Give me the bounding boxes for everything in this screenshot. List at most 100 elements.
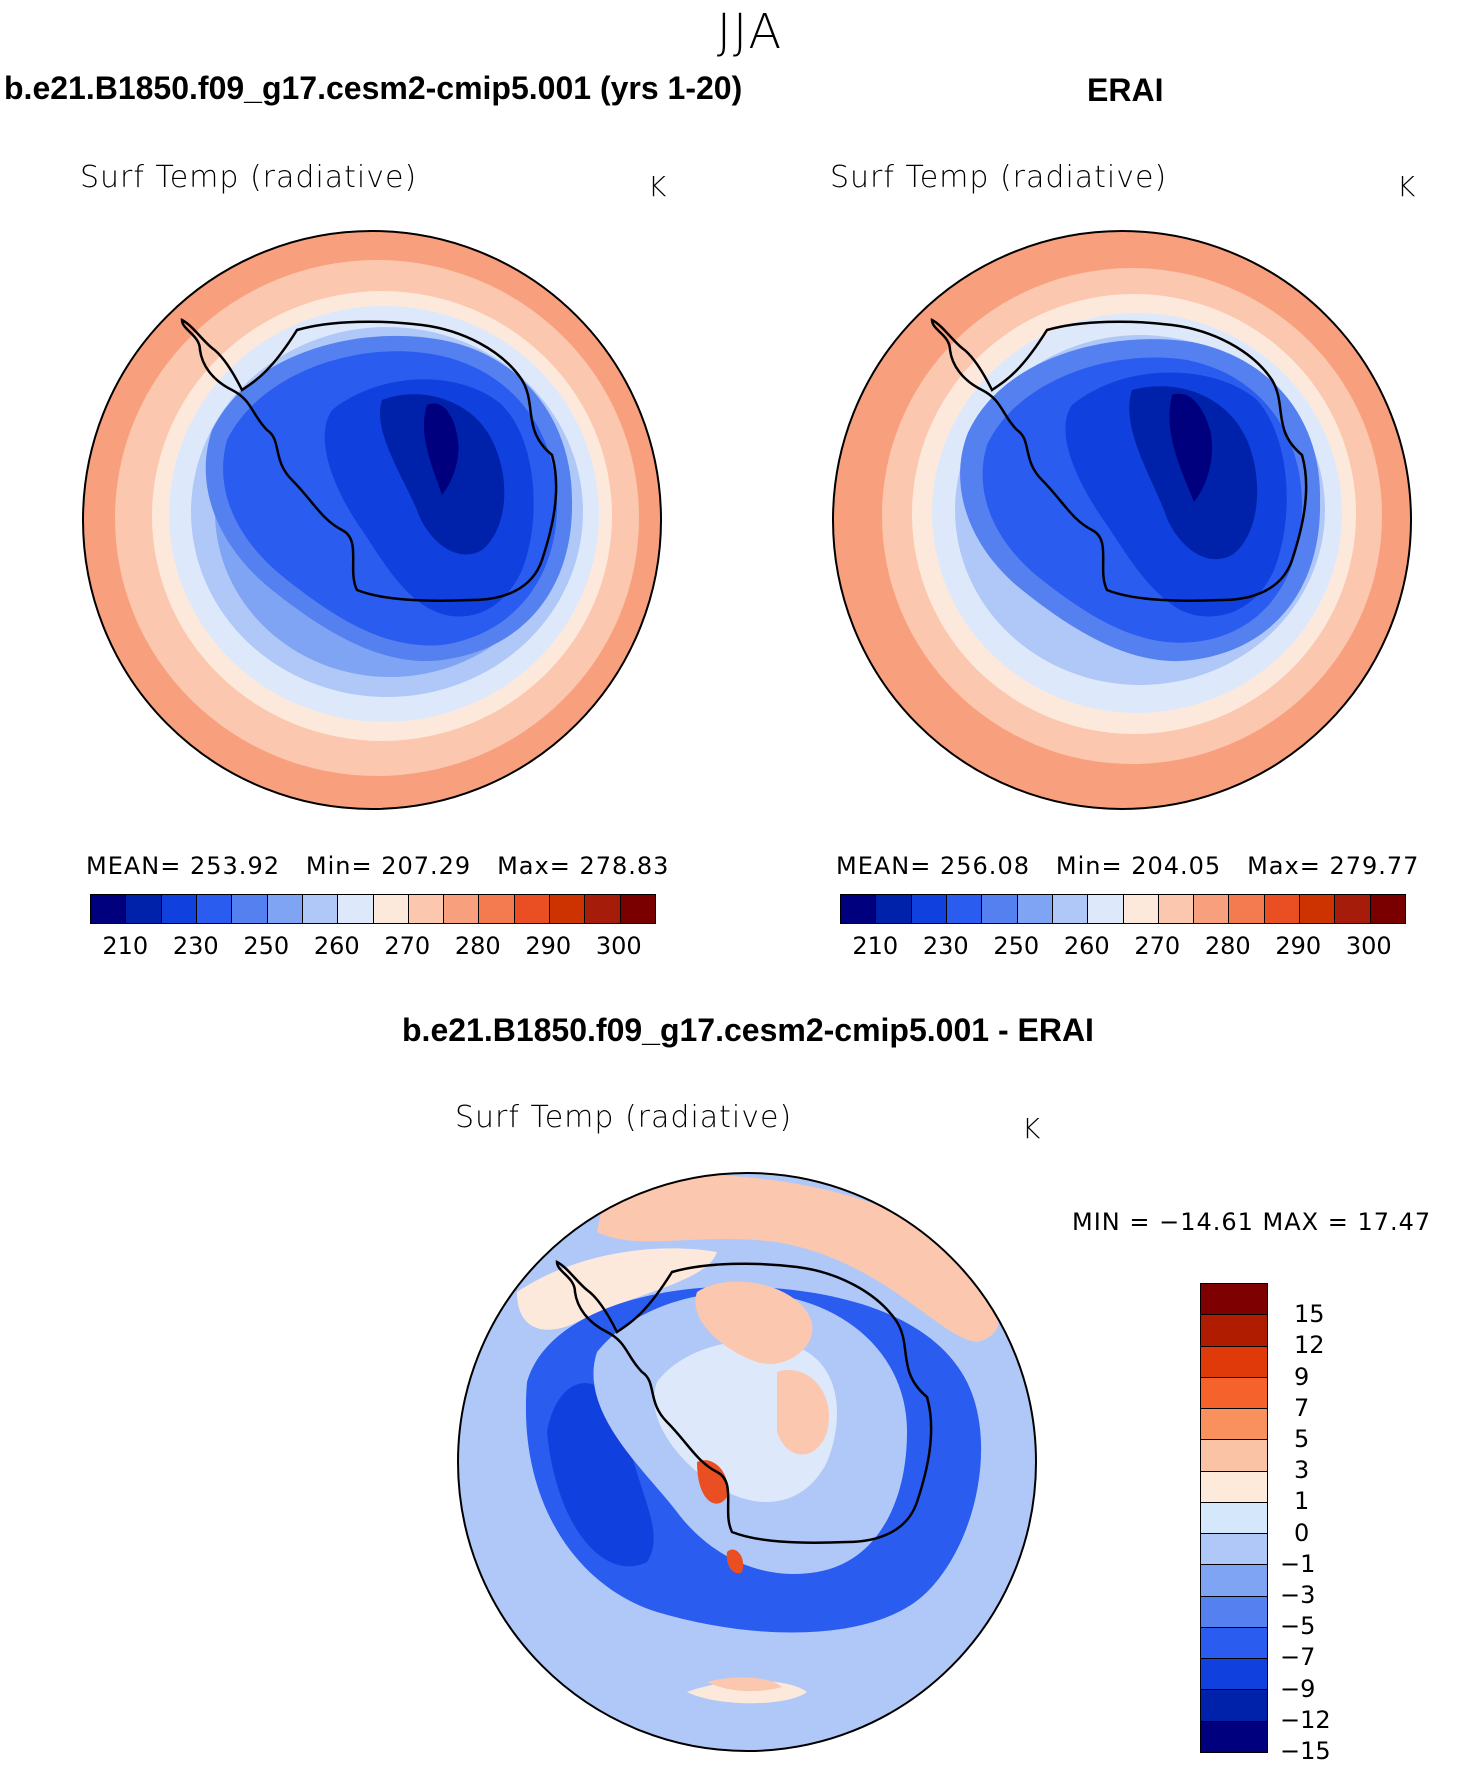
panel1-min: 207.29	[381, 852, 472, 880]
colorbar-tick-label: 300	[595, 932, 642, 960]
colorbar-swatch	[1088, 895, 1124, 923]
colorbar-tick-label: 210	[102, 932, 149, 960]
colorbar-tick-label: 5	[1294, 1425, 1310, 1453]
colorbar-tick-label: −7	[1280, 1643, 1316, 1672]
panel1-variable: Surf Temp (radiative)	[80, 160, 418, 195]
colorbar-swatch	[161, 895, 197, 923]
panel1-title: b.e21.B1850.f09_g17.cesm2-cmip5.001 (yrs…	[4, 70, 743, 106]
season-title: JJA	[716, 4, 784, 60]
colorbar-swatch	[1229, 895, 1265, 923]
map1-coastline	[180, 317, 558, 602]
map3-hot-2	[726, 1549, 744, 1574]
colorbar-swatch	[1201, 1377, 1267, 1410]
panel3-colorbar	[1200, 1283, 1268, 1753]
colorbar-swatch	[408, 895, 445, 923]
colorbar-tick-label: −1	[1280, 1549, 1316, 1578]
colorbar-tick-label: 300	[1345, 932, 1392, 960]
panel2-variable: Surf Temp (radiative)	[830, 160, 1168, 195]
panel3-units: K	[1022, 1112, 1041, 1145]
panel2-units: K	[1397, 170, 1416, 203]
colorbar-tick-label: 250	[993, 932, 1040, 960]
colorbar-swatch	[1158, 895, 1195, 923]
colorbar-tick-label: 9	[1294, 1362, 1310, 1391]
colorbar-tick-label: 270	[1134, 932, 1181, 960]
colorbar-swatch	[876, 895, 912, 923]
colorbar-tick-label: 7	[1294, 1393, 1310, 1422]
colorbar-tick-label: 210	[852, 932, 899, 960]
panel1-colorbar	[90, 894, 656, 924]
colorbar-swatch	[911, 895, 947, 923]
colorbar-tick-label: −12	[1280, 1705, 1331, 1734]
panel1-mean: 253.92	[190, 852, 280, 880]
colorbar-swatch	[1017, 895, 1053, 923]
colorbar-swatch	[1201, 1409, 1267, 1441]
panel1-mean-label: MEAN=	[86, 852, 182, 880]
colorbar-tick-label: 15	[1294, 1300, 1325, 1329]
panel2-max-label: Max=	[1247, 852, 1321, 880]
colorbar-swatch	[1194, 895, 1230, 923]
panel2-title: ERAI	[1087, 72, 1164, 108]
panel1-max-label: Max=	[497, 852, 571, 880]
colorbar-swatch	[1201, 1440, 1267, 1472]
panel2-colorbar	[840, 894, 1406, 924]
colorbar-swatch	[444, 895, 480, 923]
panel3-variable: Surf Temp (radiative)	[455, 1100, 793, 1135]
map3-dark-blue	[547, 1383, 654, 1567]
colorbar-swatch	[982, 895, 1018, 923]
colorbar-swatch	[1201, 1502, 1267, 1535]
colorbar-swatch	[1264, 895, 1301, 923]
map1-ring11	[423, 403, 459, 495]
colorbar-swatch	[1201, 1534, 1267, 1566]
map2-coastline	[930, 317, 1308, 602]
colorbar-tick-label: 260	[1063, 932, 1110, 960]
colorbar-tick-label: −5	[1280, 1612, 1316, 1641]
colorbar-swatch	[1201, 1690, 1267, 1722]
colorbar-swatch	[267, 895, 303, 923]
colorbar-swatch	[1201, 1596, 1267, 1628]
colorbar-swatch	[126, 895, 162, 923]
panel2-min: 204.05	[1131, 852, 1222, 880]
colorbar-swatch	[1123, 895, 1159, 923]
panel2-map	[832, 230, 1412, 810]
colorbar-tick-label: 3	[1294, 1456, 1310, 1485]
panel1-stats: MEAN= 253.92 Min= 207.29 Max= 278.83	[86, 852, 669, 880]
map3-warm-ridge	[695, 1281, 813, 1364]
map3-south-warm	[707, 1677, 782, 1692]
colorbar-swatch	[338, 895, 374, 923]
panel1-max: 278.83	[579, 852, 670, 880]
colorbar-swatch	[1201, 1346, 1267, 1378]
panel2-mean-label: MEAN=	[836, 852, 932, 880]
colorbar-tick-label: 230	[922, 932, 969, 960]
colorbar-swatch	[946, 895, 983, 923]
map2-ring11	[1169, 393, 1213, 502]
panel1-colorbar-ticks: 210 230 250 260 270 280 290 300	[90, 932, 654, 962]
colorbar-swatch	[232, 895, 268, 923]
colorbar-tick-label: 280	[454, 932, 501, 960]
panel1-units: K	[648, 170, 667, 203]
colorbar-tick-label: 230	[172, 932, 219, 960]
colorbar-swatch	[1201, 1659, 1267, 1691]
colorbar-tick-label: 290	[525, 932, 572, 960]
map3-hot-1	[697, 1460, 728, 1504]
colorbar-tick-label: 280	[1204, 932, 1251, 960]
colorbar-swatch	[514, 895, 551, 923]
colorbar-swatch	[479, 895, 515, 923]
colorbar-swatch	[1201, 1721, 1267, 1752]
colorbar-swatch	[196, 895, 233, 923]
colorbar-tick-label: 260	[313, 932, 360, 960]
panel3-title: b.e21.B1850.f09_g17.cesm2-cmip5.001 - ER…	[402, 1012, 1094, 1048]
colorbar-tick-label: 250	[243, 932, 290, 960]
panel2-mean: 256.08	[940, 852, 1030, 880]
map3-coastline	[555, 1259, 933, 1544]
colorbar-tick-label: 12	[1294, 1331, 1325, 1360]
panel1-min-label: Min=	[305, 852, 373, 880]
colorbar-swatch	[373, 895, 409, 923]
colorbar-swatch	[1201, 1627, 1267, 1660]
panel1-map	[82, 230, 662, 810]
colorbar-swatch	[1201, 1565, 1267, 1597]
colorbar-swatch	[1201, 1315, 1267, 1347]
colorbar-swatch	[1052, 895, 1089, 923]
colorbar-swatch	[91, 895, 127, 923]
panel2-stats: MEAN= 256.08 Min= 204.05 Max= 279.77	[836, 852, 1419, 880]
colorbar-tick-label: 1	[1294, 1487, 1310, 1516]
